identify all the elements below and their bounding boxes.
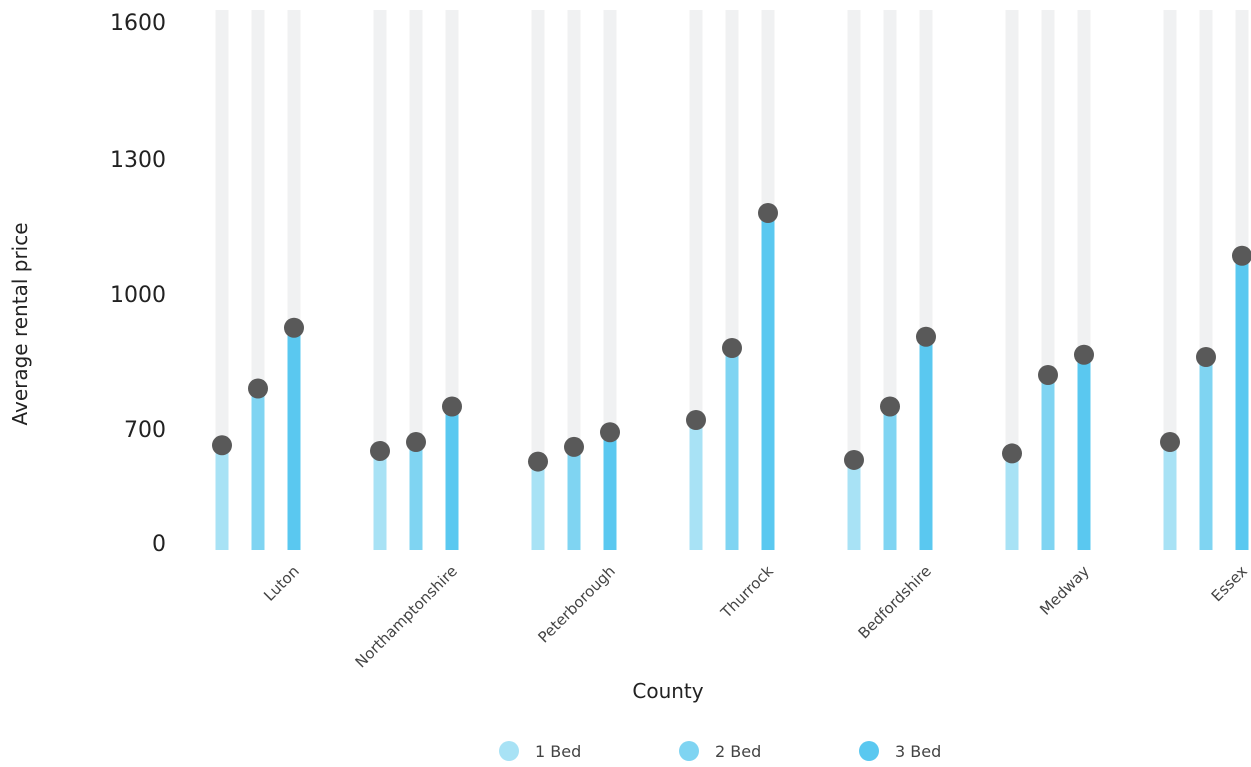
y-axis-ticks: 0 700 1000 1300 1600 [110, 11, 166, 557]
value-stem [287, 327, 301, 550]
value-marker [1074, 344, 1094, 365]
legend-item[interactable]: 2 Bed [679, 741, 761, 761]
x-tick-label: Thurrock [717, 562, 777, 622]
value-stem [603, 432, 617, 550]
value-marker [916, 326, 936, 347]
value-stem [409, 442, 423, 550]
value-stems [215, 213, 1249, 550]
legend-swatch [499, 741, 519, 761]
y-tick-label: 1600 [110, 11, 166, 36]
value-stem [1005, 453, 1019, 550]
value-marker [1196, 347, 1216, 367]
background-track [603, 10, 617, 550]
value-marker [1002, 443, 1022, 464]
y-tick-label: 0 [152, 532, 166, 557]
value-stem [373, 450, 387, 550]
value-stem [215, 445, 229, 550]
background-track [1005, 10, 1019, 550]
background-track [1163, 10, 1177, 550]
value-stem [251, 388, 265, 550]
background-track [409, 10, 423, 550]
y-tick-label: 700 [124, 418, 166, 443]
y-axis-title: Average rental price [8, 222, 32, 425]
background-track [373, 10, 387, 550]
background-track [531, 10, 545, 550]
x-tick-label: Essex [1208, 562, 1251, 605]
x-tick-label: Luton [260, 562, 303, 605]
value-marker [528, 451, 548, 472]
value-stem [1199, 357, 1213, 550]
value-marker [1038, 365, 1058, 385]
legend-item[interactable]: 3 Bed [859, 741, 941, 761]
legend-label: 2 Bed [715, 742, 761, 761]
value-marker [600, 422, 620, 443]
x-tick-label: Peterborough [534, 562, 618, 646]
value-stem [1235, 255, 1249, 550]
value-marker [1232, 245, 1251, 266]
y-tick-label: 1300 [110, 148, 166, 173]
x-tick-label: Medway [1036, 562, 1093, 619]
value-marker [686, 410, 706, 430]
value-marker [212, 435, 232, 456]
value-stem [725, 348, 739, 550]
value-stem [567, 446, 581, 550]
x-tick-label: Bedfordshire [855, 562, 935, 642]
value-stem [919, 336, 933, 550]
legend-item[interactable]: 1 Bed [499, 741, 581, 761]
value-stem [847, 459, 861, 550]
value-marker [564, 436, 584, 457]
y-tick-label: 1000 [110, 283, 166, 308]
value-stem [531, 461, 545, 550]
value-marker [880, 396, 900, 417]
value-marker [406, 432, 426, 453]
value-marker [844, 449, 864, 470]
background-track [847, 10, 861, 550]
value-stem [761, 213, 775, 550]
value-markers [212, 203, 1251, 472]
value-marker [442, 396, 462, 417]
value-stem [1163, 442, 1177, 550]
background-track [567, 10, 581, 550]
value-marker [284, 317, 304, 338]
value-stem [1077, 354, 1091, 550]
value-marker [758, 203, 778, 223]
legend-swatch [859, 741, 879, 761]
value-marker [370, 440, 390, 461]
value-stem [445, 406, 459, 550]
value-marker [722, 338, 742, 358]
x-tick-label: Northamptonshire [352, 562, 461, 671]
x-axis-ticks: Luton Northamptonshire Peterborough Thurroc… [260, 562, 1251, 671]
value-stem [1041, 375, 1055, 550]
legend-label: 3 Bed [895, 742, 941, 761]
legend: 1 Bed 2 Bed 3 Bed [499, 741, 941, 761]
value-marker [1160, 432, 1180, 453]
legend-label: 1 Bed [535, 742, 581, 761]
value-stem [883, 406, 897, 550]
legend-swatch [679, 741, 699, 761]
value-stem [689, 420, 703, 550]
value-marker [248, 378, 268, 399]
background-track [215, 10, 229, 550]
x-axis-title: County [632, 679, 703, 703]
